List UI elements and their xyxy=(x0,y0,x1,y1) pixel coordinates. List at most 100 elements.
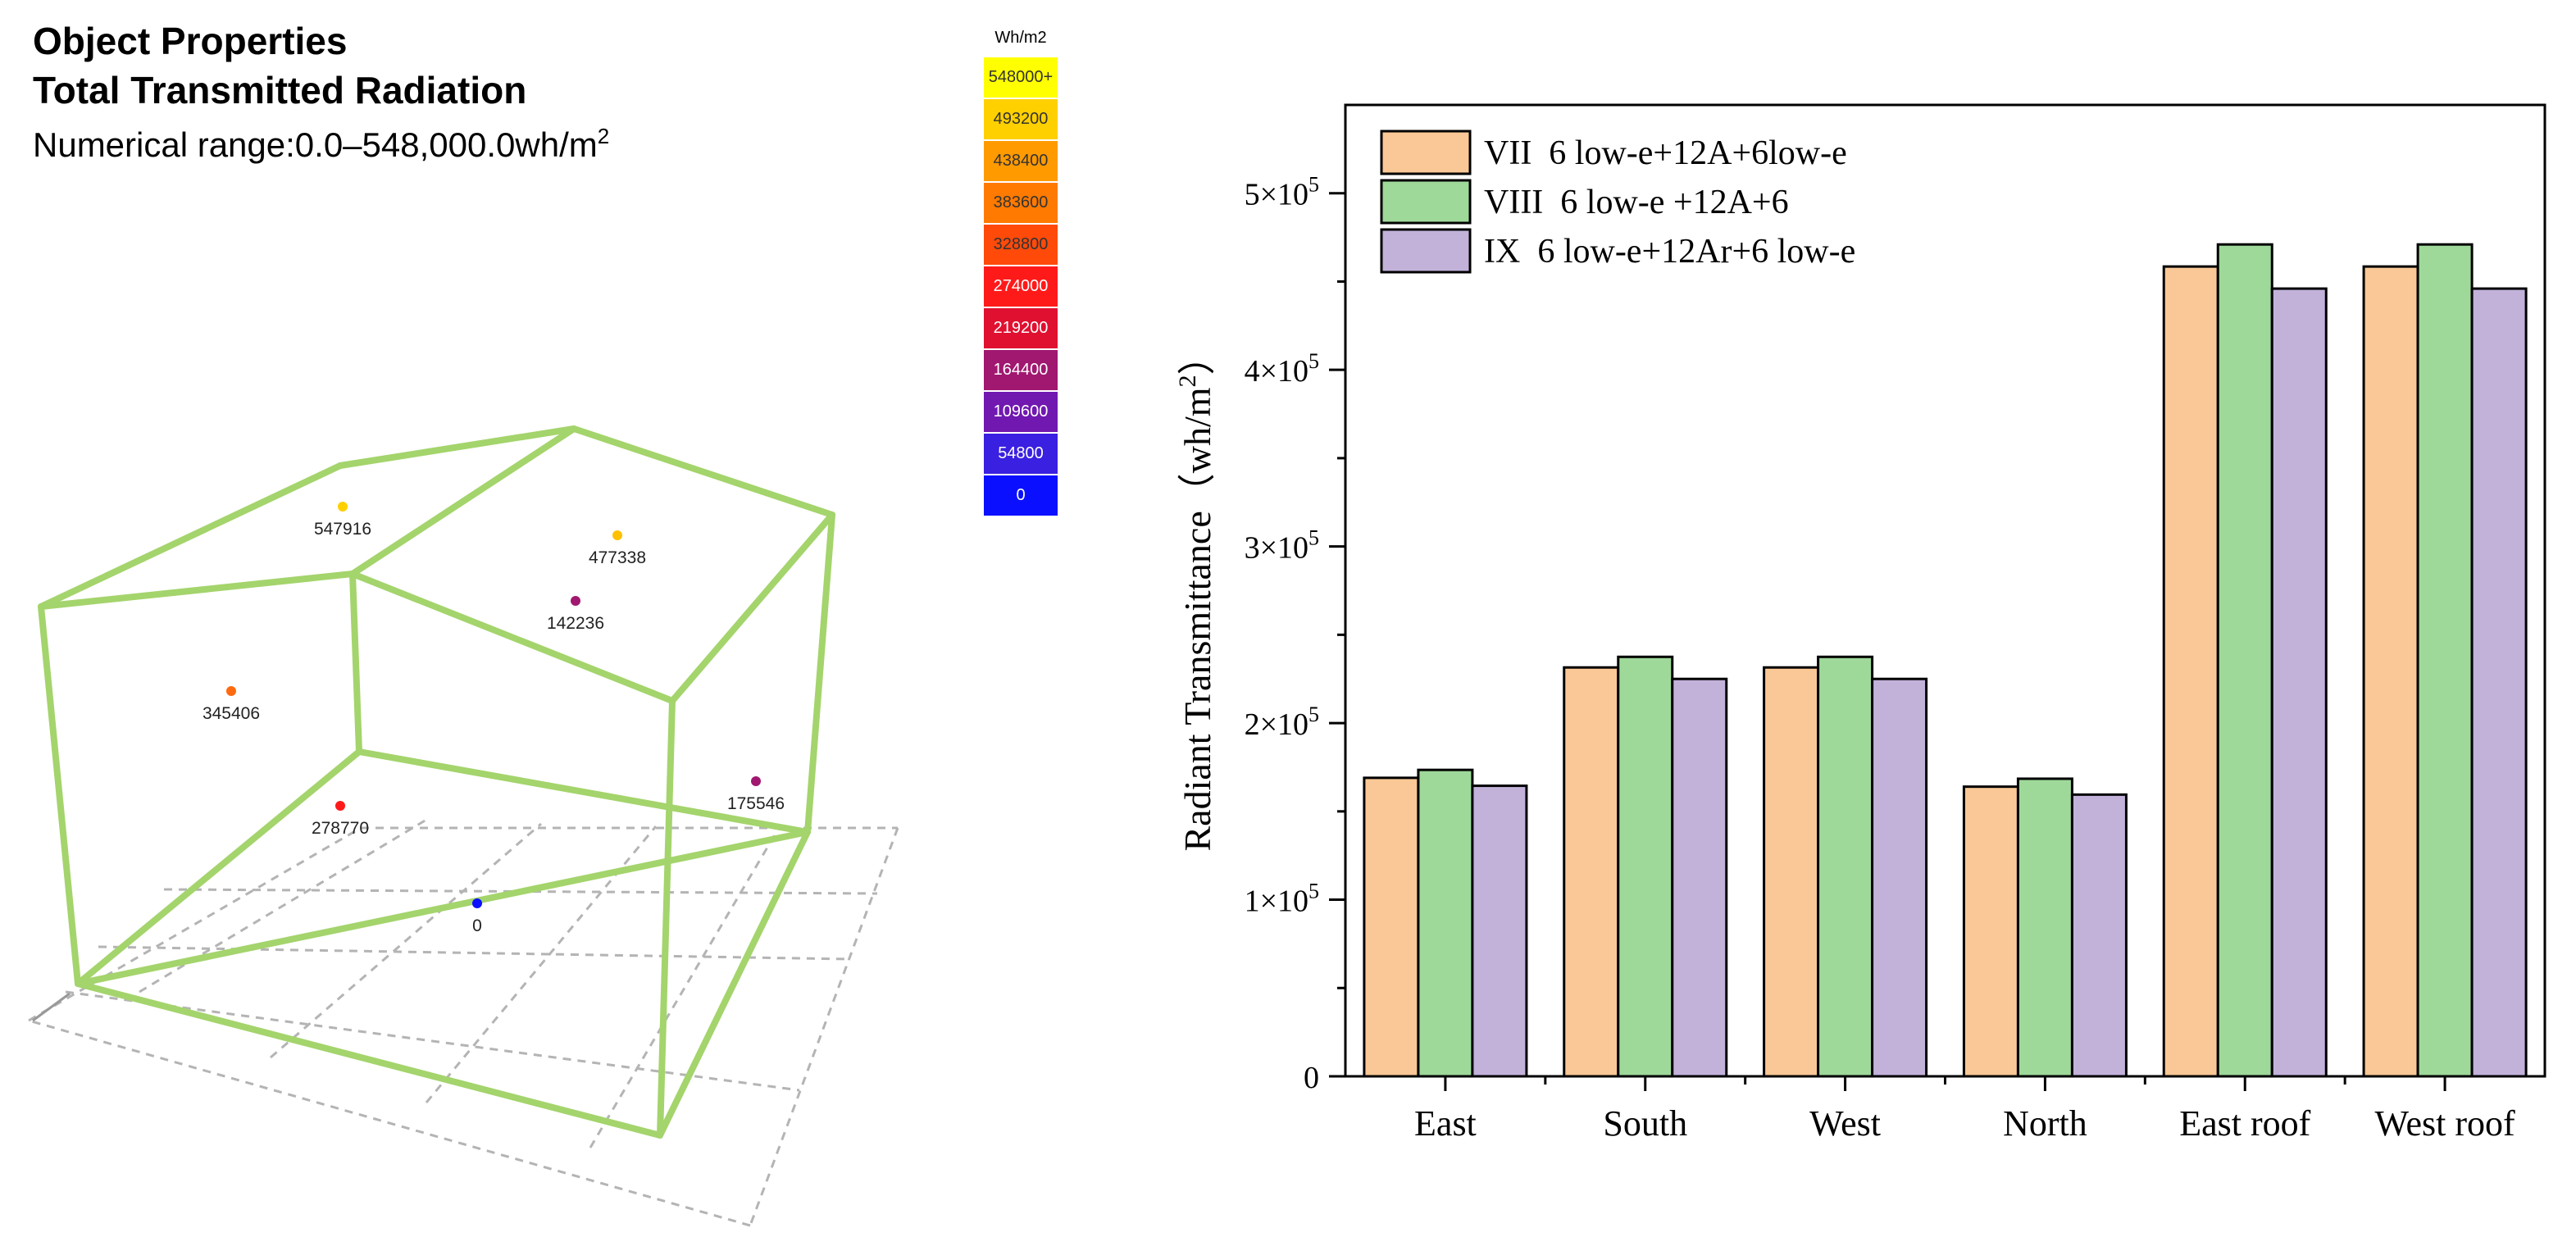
y-tick-label: 1×105 xyxy=(1245,880,1319,919)
wireframe-edge xyxy=(38,571,356,610)
legend-cells: 548000+ 493200 438400 383600 328800 274000 219… xyxy=(984,57,1058,517)
bar-west-roof-s1 xyxy=(2362,265,2419,1078)
wireframe-edge xyxy=(38,603,81,987)
bar-east-s2 xyxy=(1417,768,1474,1078)
legend-swatch: 383600 xyxy=(984,183,1058,225)
grid-line xyxy=(28,1019,751,1227)
sensor-value-label: 547916 xyxy=(314,520,371,539)
y-tick-exponent: 5 xyxy=(1308,880,1319,903)
properties-header: Object Properties Total Transmitted Radi… xyxy=(33,16,609,166)
legend-swatch: 438400 xyxy=(984,141,1058,183)
bar-north-s2 xyxy=(2016,777,2073,1078)
sensor-marker xyxy=(612,530,622,540)
sensor-marker xyxy=(335,801,345,811)
building-wireframe-view: 547916 477338 142236 345406 175546 278770 0 xyxy=(28,425,899,1227)
bar-east-s1 xyxy=(1363,776,1420,1078)
y-tick-exponent: 5 xyxy=(1308,349,1319,373)
y-tick-mantissa: 4×10 xyxy=(1245,354,1308,389)
floor-grid xyxy=(28,818,899,1227)
sensor-marker xyxy=(338,502,348,512)
legend-label: IX 6 low-e+12Ar+6 low-e xyxy=(1484,233,1855,271)
y-axis-title-sup: 2 xyxy=(1174,375,1201,387)
wireframe-edge xyxy=(356,748,811,835)
bar-south-s1 xyxy=(1563,666,1620,1078)
color-scale-legend: Wh/m2 548000+ 493200 438400 383600 328800 274… xyxy=(984,23,1058,517)
legend-swatch: 493200 xyxy=(984,99,1058,141)
wireframe-edge xyxy=(337,425,577,469)
sensor-value-label: 0 xyxy=(472,916,482,935)
panel-subheading: Total Transmitted Radiation xyxy=(33,69,527,111)
y-tick-label: 2×105 xyxy=(1245,703,1319,742)
wireframe-edge xyxy=(75,829,811,987)
sensor-marker xyxy=(751,776,761,786)
wireframe-edge xyxy=(804,512,835,835)
bar-east-s3 xyxy=(1471,784,1528,1078)
legend-swatch: 109600 xyxy=(984,392,1058,434)
legend-unit: Wh/m2 xyxy=(994,29,1047,47)
x-tick-label: West xyxy=(1809,1103,1881,1144)
x-tick-label: North xyxy=(2003,1103,2087,1144)
y-tick-label: 3×105 xyxy=(1245,526,1319,566)
bar-north-s3 xyxy=(2070,793,2128,1078)
wireframe-edge xyxy=(657,698,676,1139)
x-tick-label: East xyxy=(1414,1103,1477,1144)
sensor-marker xyxy=(571,596,580,606)
legend-swatch: 164400 xyxy=(984,350,1058,392)
wireframe-edge xyxy=(349,425,577,577)
legend-label: VIII 6 low-e +12A+6 xyxy=(1484,184,1789,221)
bar-east-roof-s3 xyxy=(2270,287,2328,1078)
y-tick-label: 0 xyxy=(1304,1061,1319,1095)
sensor-value-label: 278770 xyxy=(312,819,369,838)
building-outline xyxy=(38,425,835,1139)
bar-west-s1 xyxy=(1763,666,1820,1078)
legend-label: VII 6 low-e+12A+6low-e xyxy=(1484,134,1847,172)
x-tick-label: South xyxy=(1603,1103,1687,1144)
legend-swatch: 328800 xyxy=(984,225,1058,266)
wireframe-edge xyxy=(75,980,663,1139)
axis-arrow xyxy=(32,992,71,1022)
numerical-range: Numerical range:0.0–548,000.0wh/m2 xyxy=(33,115,609,166)
bar-south-s2 xyxy=(1617,655,1674,1078)
sensor-value-label: 175546 xyxy=(727,794,785,813)
bar-east-roof-s2 xyxy=(2216,243,2273,1078)
y-axis-title-close: ） xyxy=(1176,337,1218,375)
legend-swatch: 54800 xyxy=(984,434,1058,475)
wireframe-edge xyxy=(571,425,835,518)
bar-west-roof-s2 xyxy=(2416,243,2474,1078)
y-tick-exponent: 5 xyxy=(1308,703,1319,726)
grid-line xyxy=(65,990,800,1092)
grid-line xyxy=(98,945,849,961)
y-tick-mantissa: 5×10 xyxy=(1245,178,1308,212)
sensor-marker xyxy=(472,898,482,908)
x-tick-label: East roof xyxy=(2179,1103,2310,1144)
y-tick-mantissa: 3×10 xyxy=(1245,531,1308,566)
legend-swatch-series xyxy=(1380,179,1472,225)
y-tick-mantissa: 0 xyxy=(1304,1061,1319,1095)
panel-heading: Object Properties xyxy=(33,20,348,62)
wireframe-edge xyxy=(75,748,362,987)
grid-line xyxy=(28,826,362,1022)
wireframe-edge xyxy=(38,462,344,610)
y-tick-exponent: 5 xyxy=(1308,173,1319,197)
y-tick-mantissa: 2×10 xyxy=(1245,707,1308,742)
y-tick-mantissa: 1×10 xyxy=(1245,884,1308,919)
wireframe-edge xyxy=(669,512,835,704)
y-axis-title: Radiant Transmittance（wh/m2） xyxy=(1174,337,1218,851)
legend-swatch-series xyxy=(1380,130,1472,175)
sensor-marker xyxy=(226,686,236,696)
sensor-value-label: 142236 xyxy=(547,614,604,633)
bar-south-s3 xyxy=(1671,677,1728,1078)
bar-east-roof-s1 xyxy=(2162,265,2219,1078)
sensor-value-label: 477338 xyxy=(589,548,646,567)
x-tick-label: West roof xyxy=(2374,1103,2515,1144)
wireframe-edge xyxy=(349,571,362,755)
bar-west-s2 xyxy=(1817,655,1874,1078)
wireframe-edge xyxy=(349,571,676,704)
sensor-value-label: 345406 xyxy=(203,704,260,723)
y-tick-exponent: 5 xyxy=(1308,526,1319,550)
legend-swatch: 548000+ xyxy=(984,57,1058,99)
numerical-range-text: Numerical range:0.0–548,000.0wh/m xyxy=(33,125,598,164)
legend-swatch-series xyxy=(1380,228,1472,274)
bar-west-roof-s3 xyxy=(2470,287,2528,1078)
numerical-range-sup: 2 xyxy=(597,124,610,148)
